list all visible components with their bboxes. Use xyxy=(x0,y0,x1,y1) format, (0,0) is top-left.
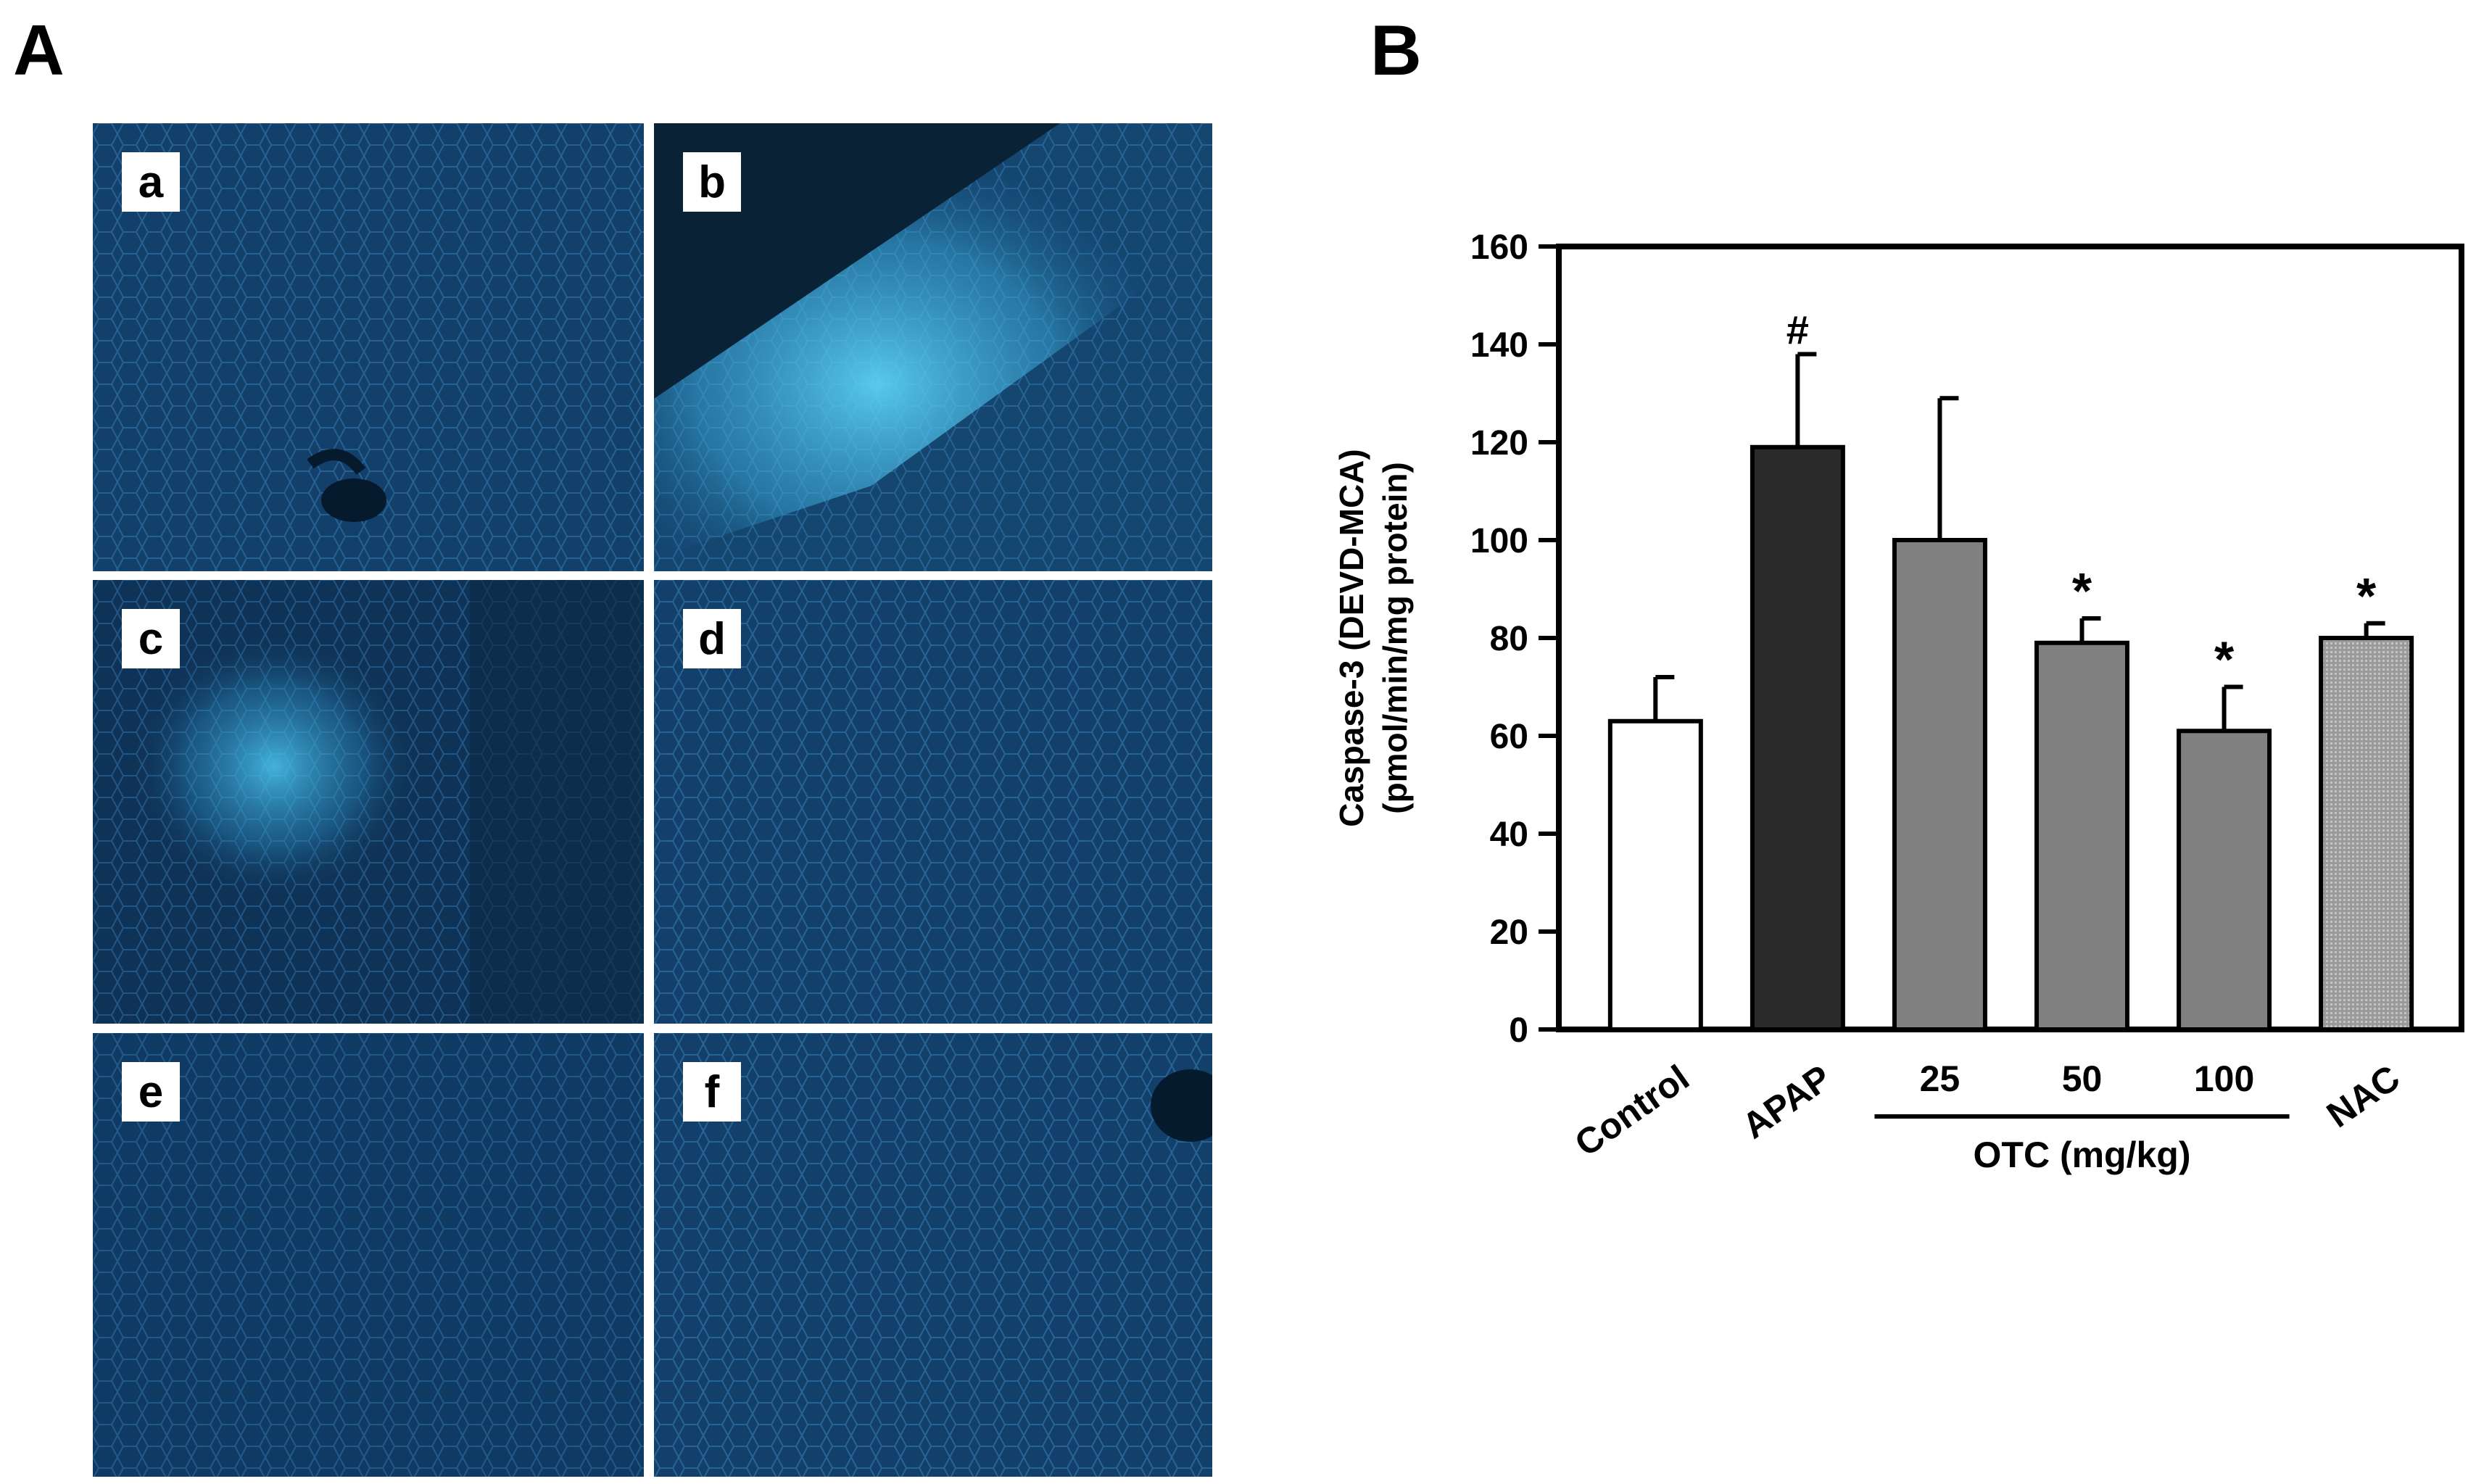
y-tick-label: 60 xyxy=(1490,718,1528,756)
bar-25 xyxy=(1892,538,1987,1032)
significance-marker: # xyxy=(1786,307,1809,353)
y-tick-label: 40 xyxy=(1490,816,1528,854)
group-label: OTC (mg/kg) xyxy=(1974,1135,2191,1175)
y-axis-label: Caspase-3 (DEVD-MCA) xyxy=(1333,449,1370,826)
caspase-bar-chart: 0 20 40 60 80 100 120 140 160 Caspase-3 (DEVD-MCA… xyxy=(1333,228,2464,1175)
x-tick-label: 25 xyxy=(1920,1058,1960,1099)
micrograph-label: b xyxy=(683,152,741,212)
x-tick-label: 100 xyxy=(2194,1058,2254,1099)
micrograph-label: d xyxy=(683,609,741,668)
significance-marker: * xyxy=(2356,568,2377,624)
y-tick-label: 20 xyxy=(1490,913,1528,952)
bar-50 xyxy=(2034,640,2130,1032)
micrograph-label: a xyxy=(122,152,180,212)
micrograph-label: c xyxy=(122,609,180,668)
micrograph-label: e xyxy=(122,1062,180,1122)
micrograph-f: f xyxy=(654,1033,1212,1477)
y-axis-label-units: (pmol/min/mg protein) xyxy=(1376,462,1414,814)
y-tick-label: 100 xyxy=(1470,522,1528,560)
x-tick-label: APAP xyxy=(1735,1057,1839,1146)
y-tick-label: 140 xyxy=(1470,326,1528,365)
significance-marker: * xyxy=(2214,631,2235,688)
panel-b-letter: B xyxy=(1370,10,1422,90)
x-tick-label: NAC xyxy=(2319,1057,2407,1135)
bar-apap xyxy=(1750,444,1845,1032)
bar-100 xyxy=(2177,729,2272,1032)
micrograph-a: a xyxy=(93,123,644,571)
y-tick-label: 160 xyxy=(1470,228,1528,267)
micrograph-b: b xyxy=(654,123,1212,571)
y-tick-label: 0 xyxy=(1509,1011,1528,1050)
bar-control xyxy=(1607,718,1703,1032)
micrograph-e: e xyxy=(93,1033,644,1477)
bar-nac xyxy=(2319,636,2414,1032)
micrograph-d: d xyxy=(654,580,1212,1024)
micrograph-c: c xyxy=(93,580,644,1024)
x-tick-label: Control xyxy=(1568,1057,1697,1164)
x-tick-label: 50 xyxy=(2062,1058,2103,1099)
micrograph-label: f xyxy=(683,1062,741,1122)
y-tick-label: 80 xyxy=(1490,620,1528,658)
panel-a-letter: A xyxy=(13,10,65,90)
y-tick-label: 120 xyxy=(1470,424,1528,463)
significance-marker: * xyxy=(2072,563,2092,619)
